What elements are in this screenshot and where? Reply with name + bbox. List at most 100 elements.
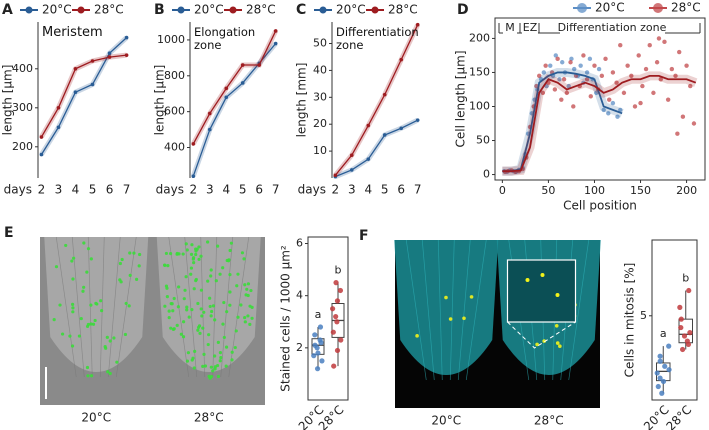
cell-spot bbox=[184, 242, 188, 246]
scatter-point bbox=[673, 73, 678, 79]
panel-title: Elongation zone bbox=[194, 25, 256, 52]
scatter-point bbox=[640, 83, 645, 89]
cell-spot bbox=[171, 309, 175, 313]
confidence-band bbox=[334, 117, 419, 179]
cell-spot bbox=[166, 264, 170, 268]
data-point bbox=[207, 127, 212, 132]
cell-spot bbox=[200, 314, 204, 318]
x-tick-label: 7 bbox=[414, 183, 422, 197]
inset-guide bbox=[507, 321, 576, 349]
cell-spot bbox=[179, 332, 183, 336]
series-line bbox=[192, 43, 277, 177]
scatter-point bbox=[614, 80, 619, 85]
cell-spot bbox=[99, 299, 103, 303]
cell-file bbox=[71, 236, 85, 378]
data-point bbox=[399, 57, 404, 62]
data-point bbox=[334, 298, 341, 304]
y-tick-label: 40 bbox=[313, 63, 327, 76]
scatter-point bbox=[632, 104, 638, 109]
cell-spot bbox=[89, 257, 93, 261]
data-point bbox=[224, 86, 229, 91]
cell-spot bbox=[138, 252, 142, 257]
cell-spot bbox=[72, 256, 76, 260]
x-tick-label: 0 bbox=[499, 184, 506, 197]
data-point bbox=[679, 346, 686, 353]
data-point bbox=[399, 126, 404, 131]
cell-spot bbox=[181, 335, 186, 339]
cell-spot bbox=[89, 374, 94, 378]
cell-spot bbox=[196, 301, 200, 306]
panel-title: Meristem bbox=[42, 25, 103, 40]
legend-label: 20°C bbox=[42, 3, 72, 17]
data-point bbox=[330, 329, 336, 335]
scatter-point bbox=[684, 63, 689, 68]
cell-spot bbox=[203, 364, 208, 368]
y-tick-label: 0 bbox=[483, 168, 490, 181]
cell-file bbox=[465, 239, 487, 381]
cell-spot bbox=[198, 331, 202, 335]
legend-dot bbox=[653, 3, 663, 13]
cell-file bbox=[99, 236, 105, 378]
data-point bbox=[107, 51, 112, 55]
scatter-point bbox=[581, 53, 586, 58]
cell-spot bbox=[85, 324, 90, 329]
cell-spot bbox=[127, 304, 131, 308]
cell-spot bbox=[181, 320, 186, 324]
cell-spot bbox=[199, 254, 203, 258]
cell-spot bbox=[213, 318, 217, 322]
legend-dot bbox=[371, 6, 379, 14]
cell-spot bbox=[209, 274, 213, 278]
cell-spot bbox=[201, 364, 205, 368]
scatter-point bbox=[571, 104, 576, 109]
cell-spot bbox=[243, 320, 247, 324]
data-point bbox=[687, 330, 693, 336]
scatter-point bbox=[625, 63, 630, 68]
cell-spot bbox=[185, 308, 189, 312]
cell-spot bbox=[71, 277, 75, 281]
data-point bbox=[382, 92, 387, 97]
cell-spot bbox=[183, 288, 187, 292]
cell-spot bbox=[542, 339, 546, 343]
cell-spot bbox=[177, 285, 181, 289]
cell-spot bbox=[249, 288, 253, 293]
x-tick-label: 200 bbox=[676, 184, 697, 197]
cell-spot bbox=[85, 365, 90, 370]
data-point bbox=[331, 363, 337, 369]
data-point bbox=[334, 319, 340, 325]
cell-spot bbox=[225, 258, 229, 263]
legend-label: 20°C bbox=[336, 3, 366, 17]
cell-spot bbox=[184, 275, 188, 279]
scatter-point bbox=[541, 70, 547, 75]
x-tick-label: 5 bbox=[239, 183, 247, 197]
cell-spot bbox=[243, 283, 247, 287]
legend-label: 20°C bbox=[595, 1, 625, 15]
scatter-point bbox=[677, 49, 682, 55]
data-point bbox=[677, 304, 683, 310]
data-point bbox=[56, 106, 61, 110]
y-tick-label: 150 bbox=[469, 65, 490, 78]
cell-spot bbox=[240, 251, 245, 255]
cell-file bbox=[87, 236, 93, 378]
scatter-point bbox=[675, 131, 680, 136]
cell-spot bbox=[196, 325, 201, 330]
cell-spot bbox=[105, 335, 109, 339]
scatter-point bbox=[543, 63, 548, 68]
image-label: 20°C bbox=[431, 414, 461, 428]
x-tick-label: 100 bbox=[584, 184, 605, 197]
cell-spot bbox=[191, 256, 196, 260]
group-label: b bbox=[335, 264, 342, 277]
root bbox=[394, 240, 499, 375]
cell-spot bbox=[228, 303, 232, 307]
cell-file bbox=[107, 236, 121, 378]
cell-spot bbox=[172, 296, 176, 301]
scatter-point bbox=[643, 66, 649, 72]
cell-spot bbox=[164, 251, 169, 256]
scatter-point bbox=[540, 90, 546, 96]
data-point bbox=[366, 157, 371, 161]
cell-spot bbox=[207, 374, 211, 378]
cell-spot bbox=[58, 303, 62, 307]
scatter-point bbox=[592, 63, 597, 68]
series-line bbox=[40, 37, 128, 155]
y-tick-label: 300 bbox=[12, 101, 33, 114]
